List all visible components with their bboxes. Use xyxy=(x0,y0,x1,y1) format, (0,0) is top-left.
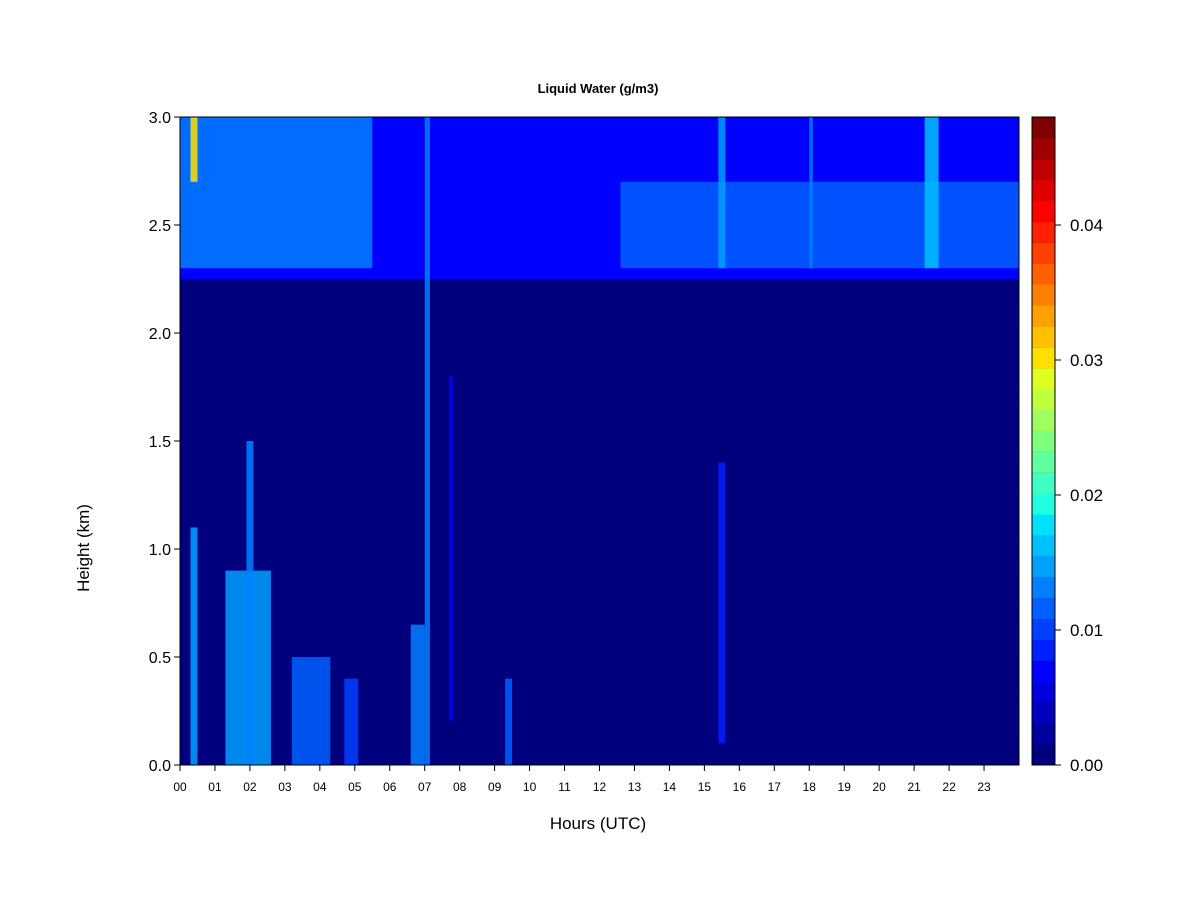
colorbar-segment xyxy=(1032,514,1055,536)
y-tick-label: 1.0 xyxy=(149,542,171,559)
x-tick-label: 05 xyxy=(348,780,362,794)
colorbar-segment xyxy=(1032,158,1055,181)
colorbar-segment xyxy=(1032,744,1055,766)
colorbar-segment xyxy=(1032,179,1055,202)
colorbar-tick-label: 0.03 xyxy=(1070,351,1103,370)
y-tick-label: 0.5 xyxy=(149,650,171,667)
x-tick-label: 16 xyxy=(733,780,747,794)
colorbar-tick-label: 0.00 xyxy=(1070,756,1103,775)
colorbar-segment xyxy=(1032,388,1055,411)
y-axis-label: Height (km) xyxy=(74,504,93,592)
heatmap-feature-1 xyxy=(620,181,1019,269)
colorbar xyxy=(1031,116,1056,766)
y-tick-label: 3.0 xyxy=(149,110,171,127)
x-tick-label: 11 xyxy=(558,780,571,794)
colorbar-segment xyxy=(1032,451,1055,473)
y-tick-label: 2.5 xyxy=(149,218,171,235)
colorbar-segment xyxy=(1032,618,1055,640)
x-tick-label: 00 xyxy=(173,780,187,794)
x-tick-label: 09 xyxy=(488,780,502,794)
colorbar-segment xyxy=(1032,409,1055,431)
heatmap-feature-10 xyxy=(449,376,453,722)
heatmap-features xyxy=(180,117,1019,765)
colorbar-segment xyxy=(1032,326,1055,348)
colorbar-segment xyxy=(1032,702,1055,724)
y-tick-label: 1.5 xyxy=(149,434,171,451)
colorbar-segment xyxy=(1032,367,1055,390)
colorbar-segment xyxy=(1032,346,1055,369)
colorbar-segment xyxy=(1032,723,1055,745)
heatmap-feature-13 xyxy=(718,117,726,269)
x-tick-label: 18 xyxy=(803,780,817,794)
colorbar-segment xyxy=(1032,472,1055,494)
x-tick-label: 12 xyxy=(593,780,607,794)
x-tick-label: 02 xyxy=(243,780,257,794)
colorbar-frame xyxy=(1031,116,1056,766)
heatmap-feature-2 xyxy=(190,117,198,182)
x-tick-label: 07 xyxy=(418,780,432,794)
y-tick-label: 0.0 xyxy=(149,758,171,775)
x-tick-label: 08 xyxy=(453,780,467,794)
x-axis-label: Hours (UTC) xyxy=(550,814,646,833)
x-tick-label: 03 xyxy=(278,780,292,794)
colorbar-ticks: 0.00 0.01 0.02 0.03 0.04 xyxy=(1055,216,1103,775)
colorbar-segment xyxy=(1032,305,1055,327)
heatmap-feature-7 xyxy=(344,678,359,765)
colorbar-segment xyxy=(1032,117,1055,139)
x-tick-label: 04 xyxy=(313,780,327,794)
heatmap-feature-9 xyxy=(424,117,430,765)
x-tick-label: 13 xyxy=(628,780,642,794)
x-tick-label: 20 xyxy=(872,780,886,794)
heatmap-feature-11 xyxy=(505,678,513,765)
colorbar-segment xyxy=(1032,639,1055,661)
chart-title: Liquid Water (g/m3) xyxy=(538,81,659,96)
heatmap-feature-6 xyxy=(291,657,331,765)
heatmap-feature-14 xyxy=(924,117,939,269)
x-tick-label: 10 xyxy=(523,780,537,794)
heatmap-feature-3 xyxy=(190,527,198,765)
x-tick-label: 14 xyxy=(663,780,677,794)
heatmap-feature-8 xyxy=(410,624,425,765)
y-axis: 0.0 0.5 1.0 1.5 2.0 2.5 3.0 xyxy=(149,110,180,775)
x-tick-label: 06 xyxy=(383,780,397,794)
colorbar-segment xyxy=(1032,137,1055,160)
heatmap-plot-area xyxy=(180,117,1019,765)
colorbar-segment xyxy=(1032,597,1055,620)
colorbar-tick-label: 0.01 xyxy=(1070,621,1103,640)
colorbar-segment xyxy=(1032,284,1055,306)
colorbar-segment xyxy=(1032,430,1055,452)
colorbar-segment xyxy=(1032,221,1055,243)
colorbar-segment xyxy=(1032,200,1055,222)
colorbar-tick-label: 0.04 xyxy=(1070,216,1103,235)
colorbar-segment xyxy=(1032,555,1055,578)
colorbar-segment xyxy=(1032,576,1055,599)
x-tick-label: 21 xyxy=(907,780,921,794)
colorbar-segment xyxy=(1032,242,1055,264)
colorbar-tick-label: 0.02 xyxy=(1070,486,1103,505)
colorbar-segment xyxy=(1032,660,1055,682)
heatmap-feature-0 xyxy=(180,117,373,269)
x-tick-label: 15 xyxy=(698,780,712,794)
heatmap-feature-15 xyxy=(809,117,813,269)
colorbar-segment xyxy=(1032,681,1055,703)
colorbar-segment xyxy=(1032,535,1055,557)
heatmap-feature-5 xyxy=(246,441,254,765)
x-tick-label: 19 xyxy=(838,780,852,794)
colorbar-segment xyxy=(1032,493,1055,515)
x-tick-label: 22 xyxy=(942,780,956,794)
x-tick-label: 01 xyxy=(208,780,222,794)
x-axis: 00 01 02 03 04 05 06 07 08 09 10 11 12 13 14 15 16 17 18 19… xyxy=(173,765,991,794)
colorbar-segment xyxy=(1032,263,1055,285)
y-tick-label: 2.0 xyxy=(149,326,171,343)
heatmap-feature-12 xyxy=(718,462,726,744)
x-tick-label: 17 xyxy=(768,780,782,794)
x-tick-label: 23 xyxy=(977,780,991,794)
